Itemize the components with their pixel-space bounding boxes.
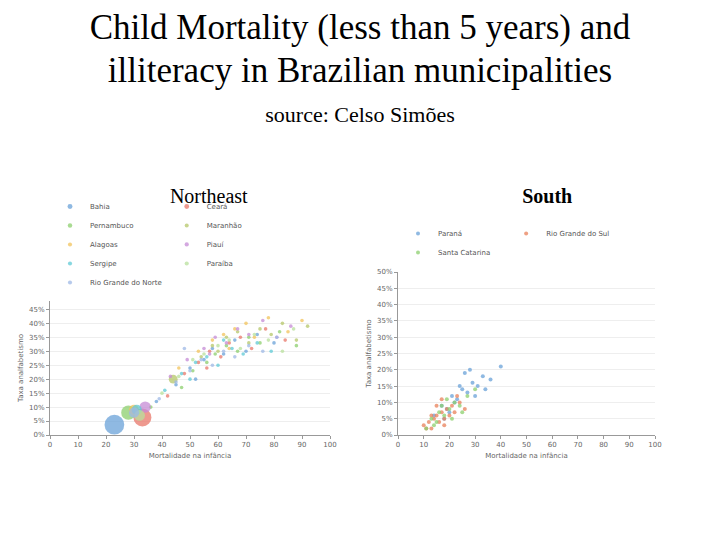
- svg-text:Bahia: Bahia: [90, 203, 110, 211]
- svg-text:45%: 45%: [377, 285, 393, 293]
- svg-text:10%: 10%: [29, 404, 45, 412]
- svg-text:25%: 25%: [377, 350, 393, 358]
- svg-text:40: 40: [158, 441, 167, 449]
- svg-text:Rio Grande do Norte: Rio Grande do Norte: [90, 279, 162, 287]
- svg-text:30%: 30%: [29, 348, 45, 356]
- svg-text:40: 40: [496, 441, 505, 449]
- svg-text:100: 100: [648, 441, 661, 449]
- svg-text:45%: 45%: [29, 306, 45, 314]
- svg-text:Maranhão: Maranhão: [207, 222, 242, 230]
- svg-text:5%: 5%: [381, 415, 392, 423]
- svg-text:35%: 35%: [29, 334, 45, 342]
- svg-text:Mortalidade na infância: Mortalidade na infância: [485, 452, 567, 460]
- svg-text:15%: 15%: [377, 383, 393, 391]
- svg-text:40%: 40%: [377, 301, 393, 309]
- svg-text:100: 100: [323, 441, 336, 449]
- svg-text:0: 0: [48, 441, 52, 449]
- svg-text:30: 30: [471, 441, 480, 449]
- svg-text:Alagoas: Alagoas: [90, 241, 118, 249]
- svg-text:Northeast: Northeast: [170, 185, 248, 207]
- svg-text:Rio Grande do Sul: Rio Grande do Sul: [546, 230, 609, 238]
- svg-text:Paraná: Paraná: [438, 230, 462, 238]
- svg-text:40%: 40%: [29, 320, 45, 328]
- svg-text:Piauí: Piauí: [207, 241, 225, 249]
- svg-text:50: 50: [186, 441, 195, 449]
- svg-text:30: 30: [130, 441, 139, 449]
- svg-text:60: 60: [548, 441, 557, 449]
- html-text:Child Mortality (less than 5 y: Child Mortality (less than 5 years) and …: [89, 8, 631, 90]
- svg-text:0: 0: [396, 441, 400, 449]
- svg-text:50%: 50%: [377, 268, 393, 276]
- svg-text:90: 90: [298, 441, 307, 449]
- svg-text:70: 70: [573, 441, 582, 449]
- svg-text:Sergipe: Sergipe: [90, 260, 117, 268]
- svg-text:25%: 25%: [29, 362, 45, 370]
- svg-text:15%: 15%: [29, 390, 45, 398]
- svg-text:90: 90: [625, 441, 634, 449]
- svg-text:50: 50: [522, 441, 531, 449]
- svg-text:Ceará: Ceará: [207, 203, 228, 211]
- svg-text:20: 20: [445, 441, 454, 449]
- svg-text:20%: 20%: [29, 376, 45, 384]
- svg-text:80: 80: [599, 441, 608, 449]
- svg-text:0%: 0%: [33, 431, 44, 439]
- svg-text:South: South: [522, 185, 572, 207]
- svg-text:20%: 20%: [377, 366, 393, 374]
- svg-text:10: 10: [419, 441, 428, 449]
- svg-text:20: 20: [102, 441, 111, 449]
- svg-text:Pernambuco: Pernambuco: [90, 222, 134, 230]
- svg-text:80: 80: [270, 441, 279, 449]
- svg-text:60: 60: [214, 441, 223, 449]
- html-text:source: Celso Simões: source: Celso Simões: [265, 102, 455, 127]
- svg-text:70: 70: [242, 441, 251, 449]
- svg-text:Mortalidade na infância: Mortalidade na infância: [149, 452, 231, 460]
- svg-text:Paraíba: Paraíba: [207, 260, 233, 268]
- svg-text:30%: 30%: [377, 334, 393, 342]
- svg-text:Taxa analfabetismo: Taxa analfabetismo: [17, 334, 25, 403]
- svg-text:10: 10: [74, 441, 83, 449]
- svg-text:10%: 10%: [377, 399, 393, 407]
- svg-text:35%: 35%: [377, 317, 393, 325]
- svg-text:0%: 0%: [381, 431, 392, 439]
- svg-text:5%: 5%: [33, 417, 44, 425]
- svg-text:Santa Catarina: Santa Catarina: [438, 249, 490, 257]
- svg-text:Taxa analfabetismo: Taxa analfabetismo: [365, 320, 373, 389]
